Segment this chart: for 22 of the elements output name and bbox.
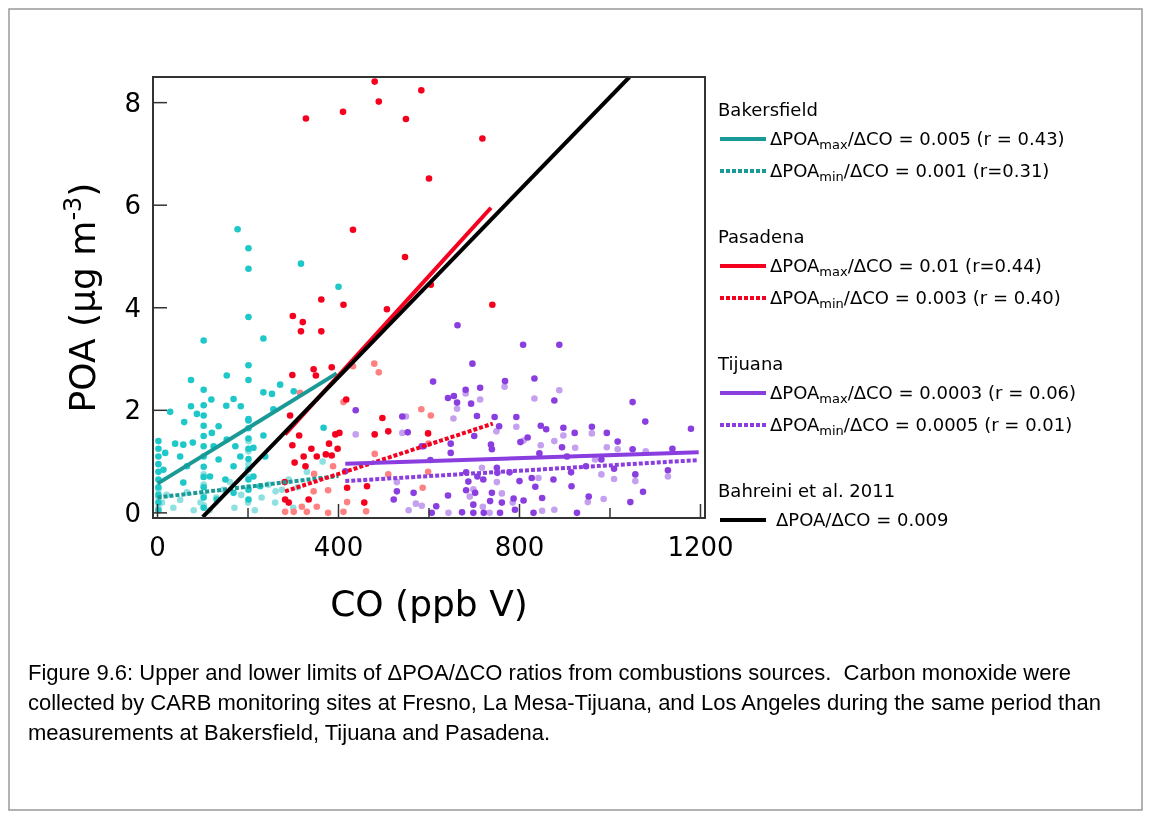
legend-label: ΔPOA$_{max}$/ΔCO = 0.0003 (r = 0.06) [770,382,1077,406]
text: Bahreini et al. 2011 [718,480,896,501]
legend-label: ΔPOA$_{min}$/ΔCO = 0.0005 (r = 0.01) [770,414,1073,438]
text: Bakersfield [718,99,818,120]
x-tick-label: 800 [494,532,545,562]
x-tick-label: 1200 [667,532,734,562]
legend-label: ΔPOA$_{min}$/ΔCO = 0.001 (r=0.31) [770,160,1050,184]
y-tick-label: 6 [124,190,141,221]
y-tick-label: 8 [124,87,141,118]
x-tick-label: 0 [149,532,166,562]
caption: Figure 9.6: Upper and lower limits of ΔPOA/ΔCO ratios from combustions sources. Carbon monoxide were collected by CARB monitoring sites at Fresno, La Mesa-Tijuana, and Los Angeles during the same period than measurements at Bakersfield, Tijuana and Pasadena. [28,660,1101,745]
y-tick-label: 0 [124,497,141,528]
x-axis-title: CO (ppb V) [330,583,528,624]
legend-label: ΔPOA/ΔCO = 0.009 [776,509,949,530]
legend-label: ΔPOA$_{max}$/ΔCO = 0.01 (r=0.44) [770,255,1042,279]
y-tick-label: 2 [124,395,141,426]
text: Pasadena [718,226,805,247]
text: Tijuana [717,353,784,374]
legend-label: ΔPOA$_{min}$/ΔCO = 0.003 (r = 0.40) [770,287,1061,311]
y-tick-label: 4 [124,292,141,323]
x-tick-label: 400 [313,532,364,562]
legend-label: ΔPOA$_{max}$/ΔCO = 0.005 (r = 0.43) [770,128,1065,152]
